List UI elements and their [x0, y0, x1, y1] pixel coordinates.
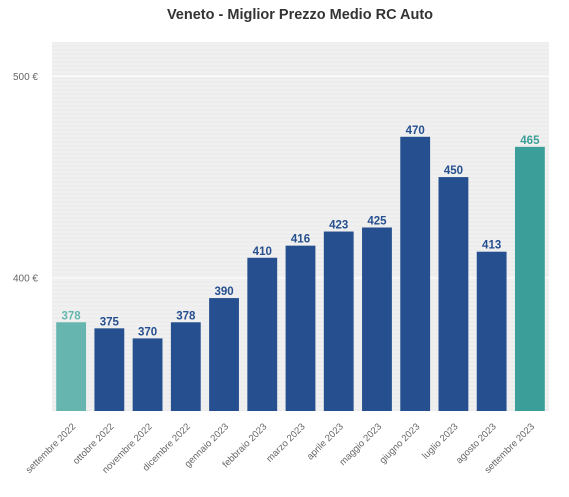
- data-label: 470: [406, 125, 425, 137]
- x-tick-label: giugno 2023: [378, 421, 423, 466]
- x-tick-label: settembre 2022: [24, 421, 78, 475]
- data-label: 375: [100, 316, 120, 328]
- bar: [400, 136, 431, 411]
- bar: [56, 322, 87, 411]
- data-label: 410: [253, 246, 272, 258]
- y-tick-label: 500 €: [13, 72, 38, 83]
- bar: [94, 328, 125, 411]
- x-tick-label: aprile 2023: [305, 421, 346, 462]
- bar: [362, 227, 392, 411]
- data-label: 450: [444, 165, 463, 177]
- data-label: 390: [214, 286, 233, 298]
- bar: [132, 338, 163, 411]
- bar: [209, 298, 239, 411]
- bar: [438, 177, 469, 411]
- x-tick-label: marzo 2023: [264, 421, 307, 464]
- bar: [323, 231, 354, 411]
- bar: [247, 257, 278, 411]
- data-label: 370: [138, 326, 157, 338]
- chart-title: Veneto - Miglior Prezzo Medio RC Auto: [166, 7, 434, 23]
- bar: [170, 322, 201, 411]
- bar: [476, 251, 507, 411]
- x-tick-label: luglio 2023: [420, 421, 460, 461]
- data-label: 465: [520, 135, 540, 147]
- data-label: 416: [291, 234, 310, 246]
- y-tick-label: 400 €: [13, 273, 38, 284]
- bar: [514, 146, 545, 411]
- data-label: 378: [62, 310, 82, 322]
- data-label: 425: [367, 216, 387, 228]
- bar: [285, 245, 316, 411]
- data-label: 423: [329, 220, 348, 232]
- data-label: 413: [482, 240, 501, 252]
- data-label: 378: [176, 310, 196, 322]
